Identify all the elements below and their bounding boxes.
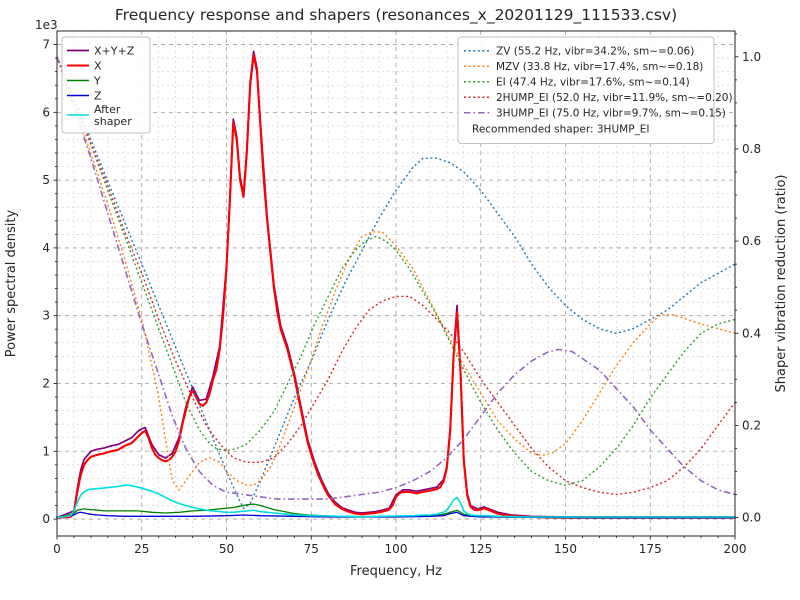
- y-left-axis-label: Power spectral density: [4, 209, 19, 357]
- axis-tick-labels: 0 25 50 75 100 125 150 175 200 0 1 2 3 4 5 6 7 0.0 0.2 0.4 0…: [42, 38, 761, 556]
- x-tick-label: 50: [219, 542, 234, 556]
- y-left-offset-text: 1e3: [35, 18, 58, 32]
- legend-label-after-shaper: shaper: [94, 115, 132, 128]
- legend-label-x: X: [94, 60, 102, 73]
- legend-label-y: Y: [93, 75, 101, 88]
- series-3hump-ei: [56, 56, 736, 500]
- y-left-tick-label: 3: [42, 309, 50, 323]
- legend-label-z: Z: [94, 90, 102, 103]
- y-right-tick-label: 0.2: [742, 418, 761, 432]
- y-left-tick-label: 0: [42, 512, 50, 526]
- y-right-tick-label: 0.0: [742, 511, 761, 525]
- x-tick-label: 150: [554, 542, 577, 556]
- y-left-tick-label: 4: [42, 241, 50, 255]
- legend-label-after-shaper: After: [94, 103, 121, 116]
- series-y: [56, 503, 736, 519]
- legend-label-zv: ZV (55.2 Hz, vibr=34.2%, sm~=0.06): [496, 45, 694, 57]
- axis-ticks: [53, 33, 739, 540]
- y-left-tick-label: 6: [42, 105, 50, 119]
- series-mzv: [56, 56, 736, 491]
- legend-psd-box: [61, 36, 151, 134]
- legend-shapers: ZV (55.2 Hz, vibr=34.2%, sm~=0.06) MZV (3…: [457, 36, 733, 144]
- legend-shapers-box: [457, 36, 715, 144]
- x-tick-label: 25: [134, 542, 149, 556]
- y-right-tick-label: 0.8: [742, 142, 761, 156]
- recommended-shaper-note: Recommended shaper: 3HUMP_EI: [472, 124, 650, 136]
- legend-label-2hump-ei: 2HUMP_EI (52.0 Hz, vibr=11.9%, sm~=0.20): [496, 92, 733, 104]
- x-tick-label: 200: [724, 542, 747, 556]
- series-after-shaper: [56, 484, 736, 519]
- shaper-series: [56, 56, 736, 510]
- x-axis-label: Frequency, Hz: [350, 564, 442, 579]
- y-right-tick-label: 0.6: [742, 234, 761, 248]
- y-left-tick-label: 5: [42, 173, 50, 187]
- y-right-tick-label: 0.4: [742, 326, 761, 340]
- chart-title: Frequency response and shapers (resonanc…: [115, 6, 677, 25]
- y-left-tick-label: 2: [42, 376, 50, 390]
- y-right-axis-label: Shaper vibration reduction (ratio): [774, 175, 789, 393]
- y-right-tick-label: 1.0: [742, 50, 761, 64]
- grid-major: [56, 31, 736, 536]
- legend-label-3hump-ei: 3HUMP_EI (75.0 Hz, vibr=9.7%, sm~=0.15): [496, 107, 726, 119]
- legend-label-xyz: X+Y+Z: [94, 45, 135, 58]
- x-tick-label: 100: [385, 542, 408, 556]
- grid-minor: [57, 31, 735, 536]
- psd-series: [55, 50, 737, 519]
- x-tick-label: 75: [304, 542, 319, 556]
- series-ei: [56, 56, 736, 486]
- series-x: [55, 53, 737, 519]
- x-tick-label: 0: [53, 542, 61, 556]
- y-left-tick-label: 1: [42, 444, 50, 458]
- y-left-tick-label: 7: [42, 38, 50, 52]
- series-z: [56, 511, 736, 519]
- x-tick-label: 175: [639, 542, 662, 556]
- legend-label-mzv: MZV (33.8 Hz, vibr=17.4%, sm~=0.18): [496, 61, 703, 73]
- legend-label-ei: EI (47.4 Hz, vibr=17.6%, sm~=0.14): [496, 76, 690, 88]
- x-tick-label: 125: [469, 542, 492, 556]
